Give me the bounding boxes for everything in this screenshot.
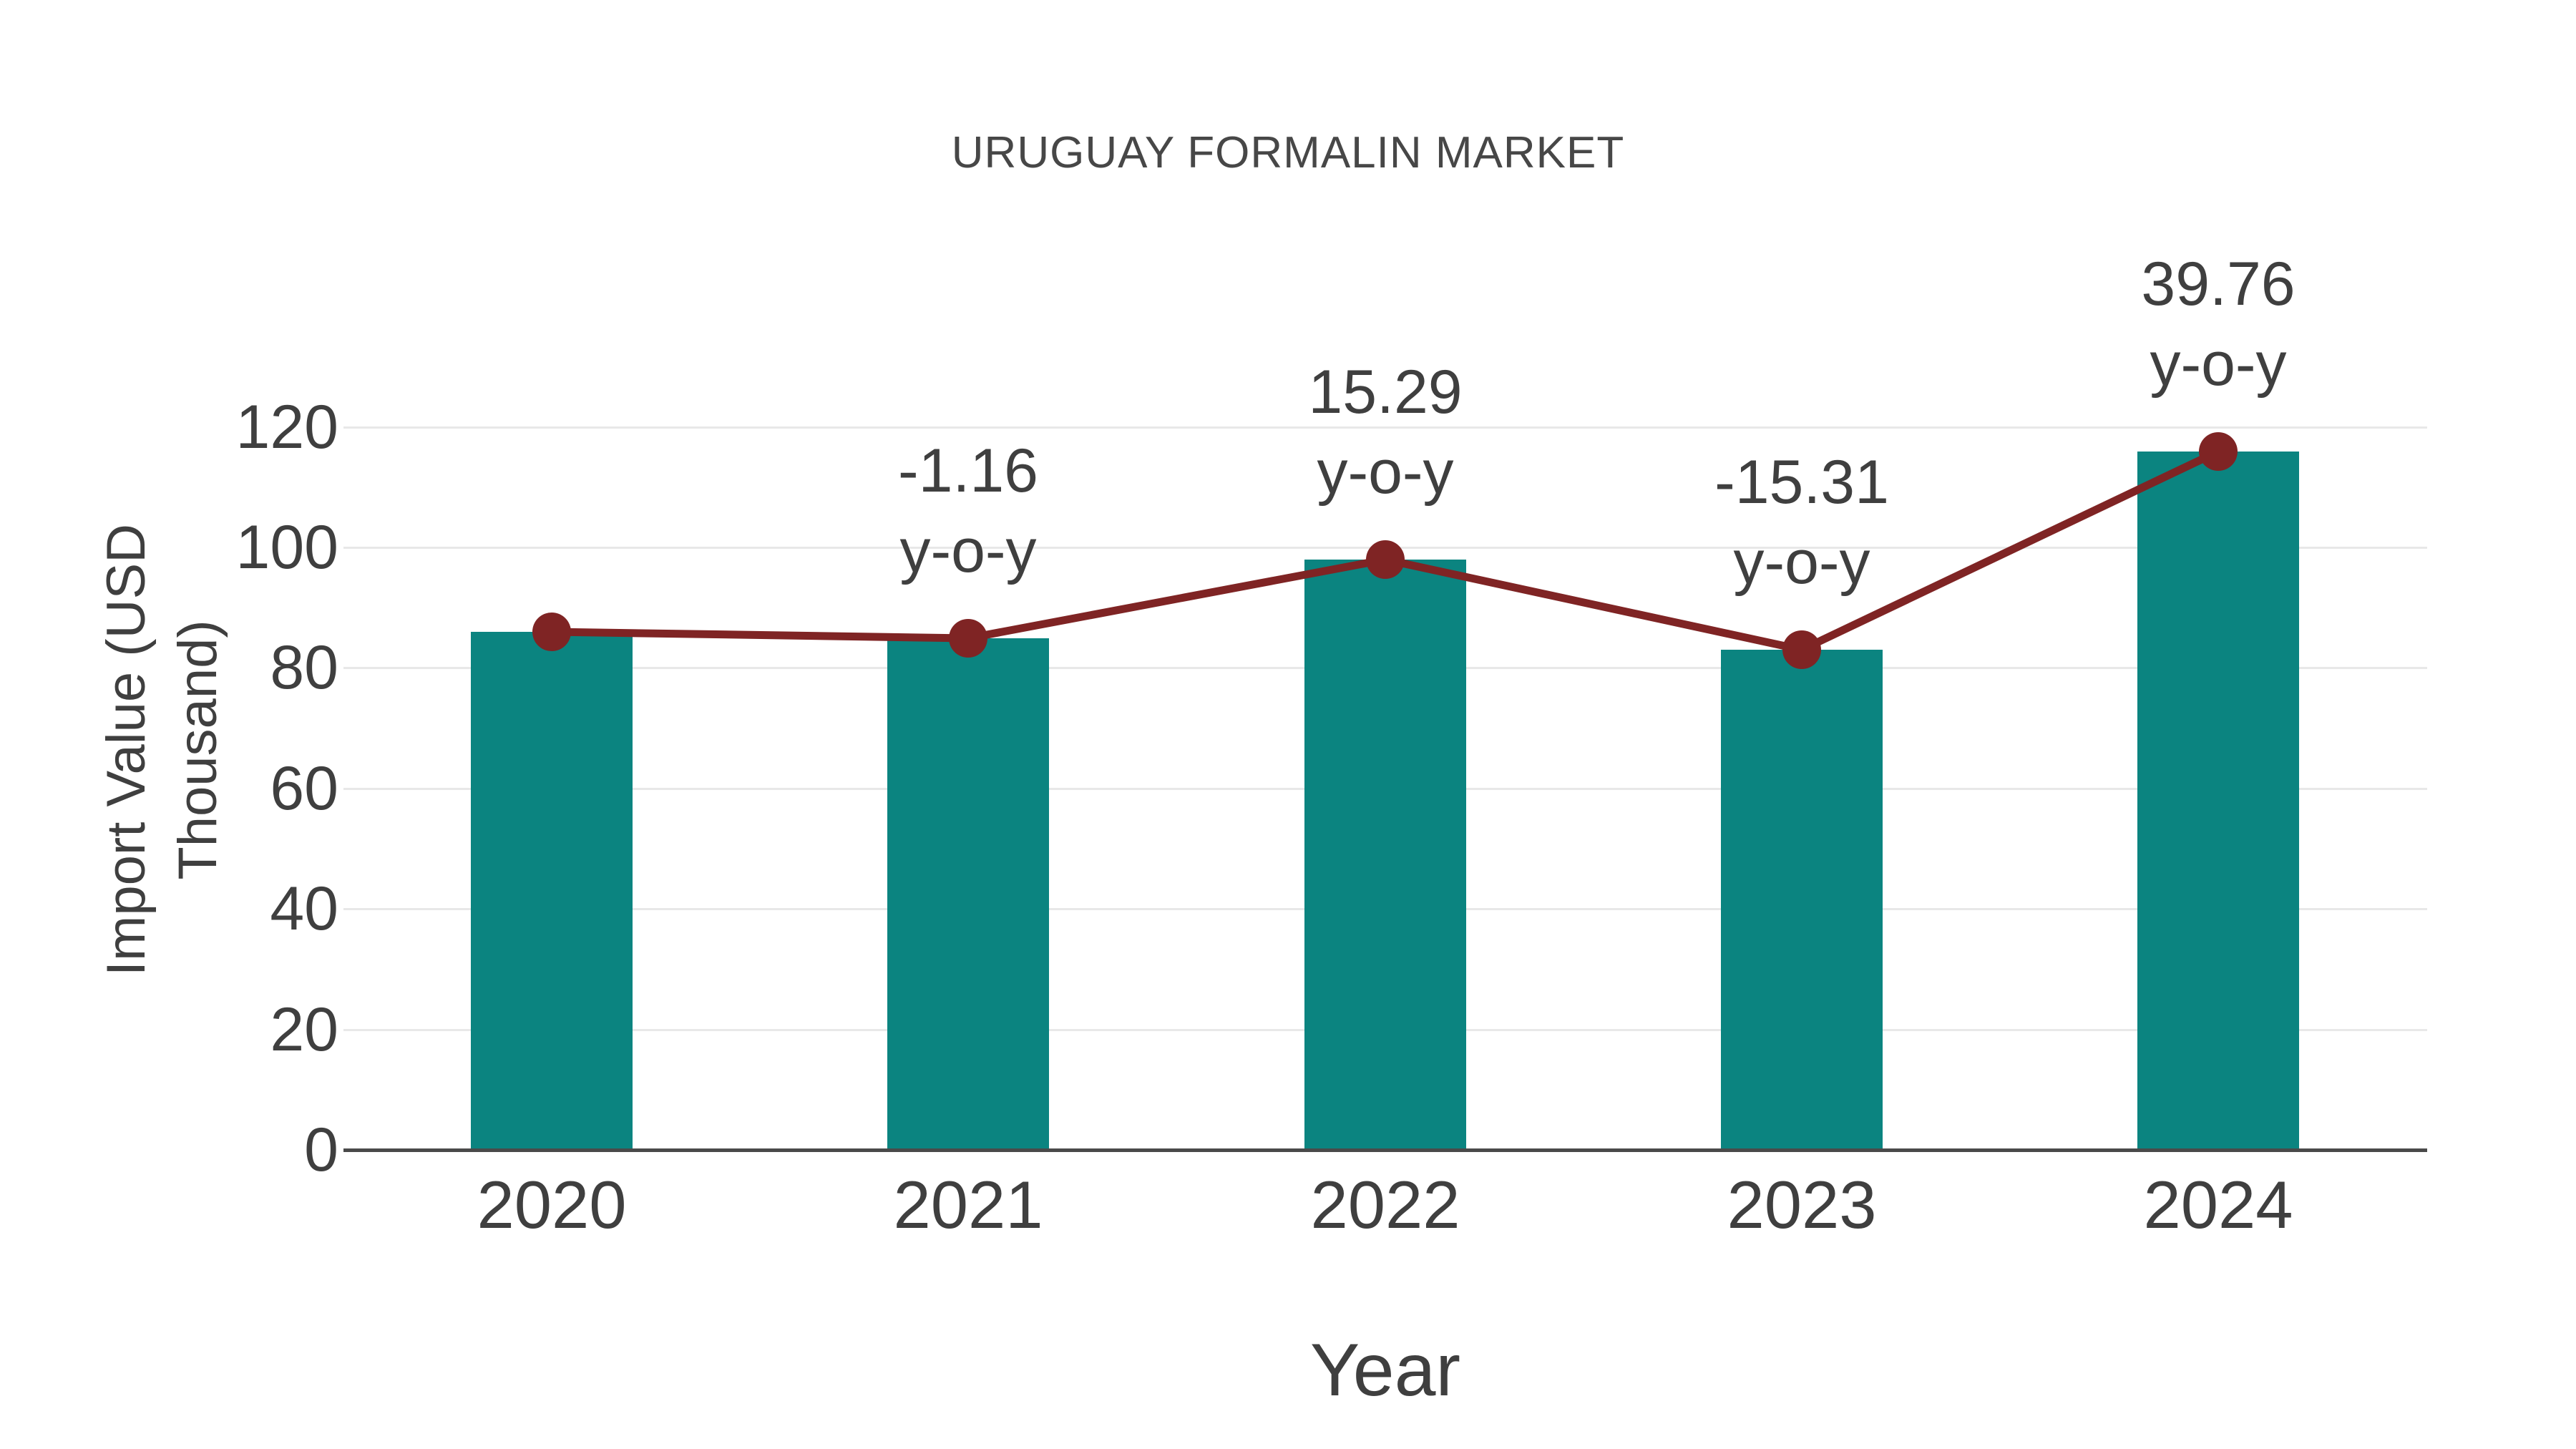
- ytick-60: 60: [270, 754, 338, 823]
- ytick-120: 120: [235, 393, 339, 462]
- x-axis-line: [343, 1148, 2427, 1152]
- ytick-80: 80: [270, 633, 338, 702]
- bar-2023: [1721, 650, 1883, 1150]
- xtick-2020: 2020: [477, 1167, 627, 1242]
- annotation-value: -1.16: [897, 436, 1039, 505]
- data-point-2023: [1782, 630, 1821, 669]
- data-point-2020: [532, 613, 571, 651]
- annotation-label: y-o-y: [1733, 528, 1870, 597]
- data-point-2021: [949, 619, 987, 658]
- xtick-2021: 2021: [893, 1167, 1043, 1242]
- chart-title: URUGUAY FORMALIN MARKET: [951, 128, 1625, 177]
- annotation-label: y-o-y: [899, 517, 1037, 585]
- annotation-2022: 15.29 y-o-y: [1163, 352, 1607, 512]
- annotation-label: y-o-y: [2150, 330, 2287, 399]
- annotation-2023: -15.31 y-o-y: [1580, 442, 2024, 602]
- gridline-120: [343, 426, 2427, 429]
- xtick-2023: 2023: [1727, 1167, 1877, 1242]
- annotation-value: -15.31: [1714, 448, 1889, 517]
- bar-2024: [2137, 452, 2299, 1150]
- ytick-20: 20: [270, 995, 338, 1064]
- annotation-value: 39.76: [2141, 250, 2296, 318]
- annotation-2021: -1.16 y-o-y: [746, 431, 1190, 591]
- data-point-2022: [1366, 540, 1405, 579]
- data-point-2024: [2199, 432, 2238, 471]
- ytick-100: 100: [235, 513, 339, 582]
- bar-2022: [1304, 560, 1466, 1150]
- bar-2021: [887, 638, 1049, 1150]
- ytick-40: 40: [270, 874, 338, 943]
- xtick-2024: 2024: [2143, 1167, 2293, 1242]
- annotation-label: y-o-y: [1317, 438, 1454, 507]
- x-axis-title: Year: [1309, 1329, 1461, 1412]
- bar-2020: [471, 632, 633, 1150]
- ytick-0: 0: [304, 1116, 338, 1184]
- xtick-2022: 2022: [1310, 1167, 1460, 1242]
- annotation-2024: 39.76 y-o-y: [1996, 244, 2440, 404]
- annotation-value: 15.29: [1308, 358, 1463, 426]
